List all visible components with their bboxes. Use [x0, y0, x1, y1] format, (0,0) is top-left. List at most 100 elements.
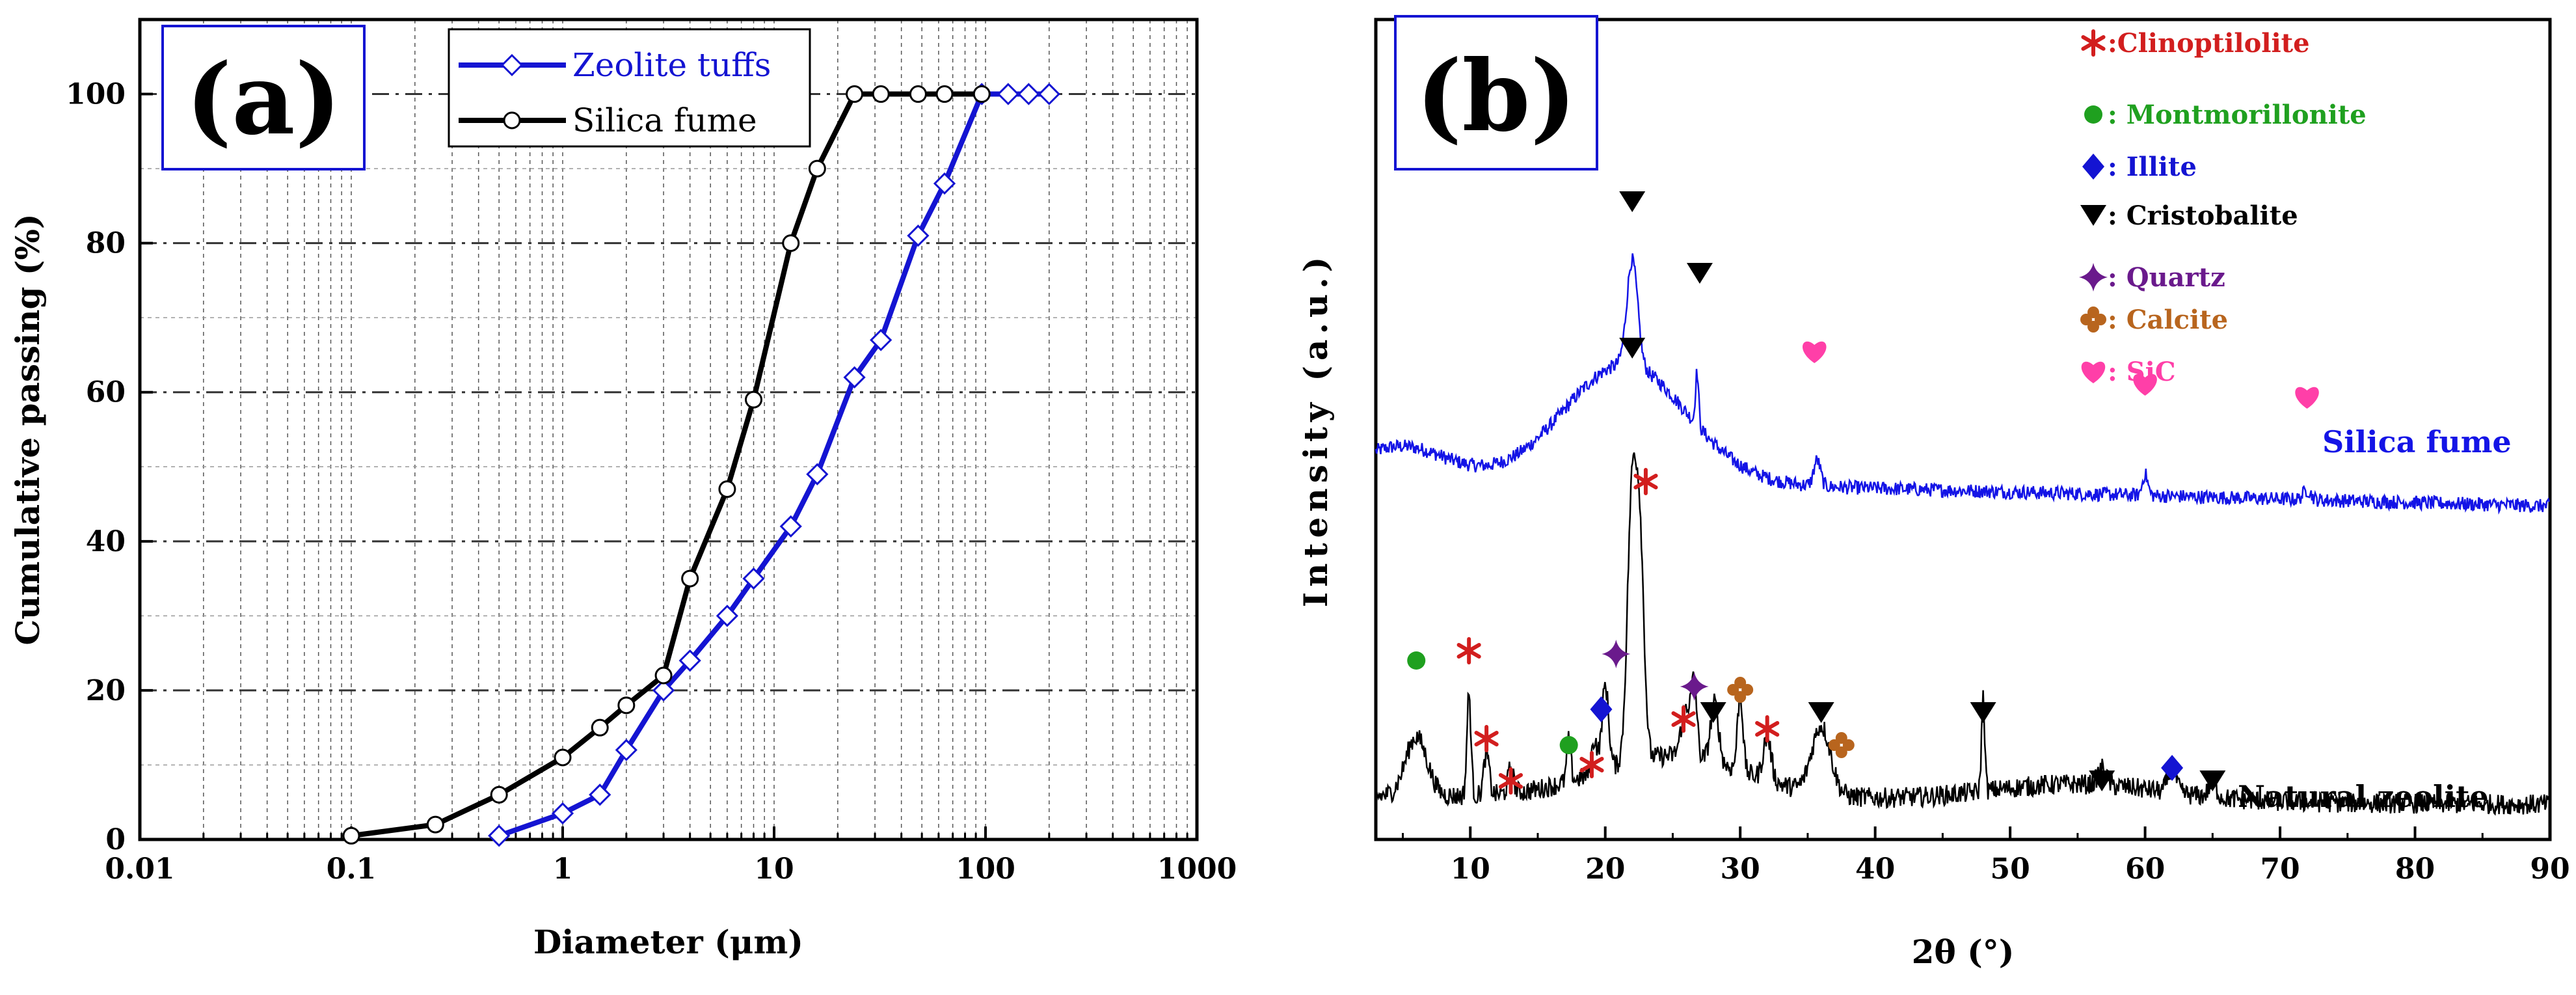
cristobalite-marker [1619, 338, 1646, 359]
marker-petal [2087, 321, 2099, 333]
data-point [718, 480, 736, 498]
clinoptilolite-marker [1579, 751, 1604, 778]
data-point [907, 225, 930, 247]
y-tick-label: 20 [86, 674, 126, 707]
clinoptilolite-marker [1671, 705, 1696, 733]
legend-row-montmorillonite: : Montmorillonite [2084, 100, 2367, 130]
illite-marker [1590, 696, 1613, 722]
calcite-marker [2080, 307, 2106, 333]
x-tick-label: 80 [2395, 852, 2435, 886]
illite-marker [2082, 154, 2104, 180]
data-point [551, 802, 574, 825]
panel-label-box [161, 25, 366, 170]
x-tick-label: 70 [2260, 852, 2300, 886]
calcite-marker [1727, 677, 1754, 703]
quartz-marker [1602, 640, 1631, 668]
y-tick-label: 100 [66, 78, 126, 111]
data-point [426, 815, 444, 834]
x-tick-label: 20 [1585, 852, 1625, 886]
cristobalite-marker [1686, 263, 1713, 284]
data-point [872, 85, 890, 103]
montmorillonite-marker [1559, 736, 1578, 754]
panel-label: (b) [1416, 39, 1577, 154]
panel-b: 10 20 30 40 50 60 70 80 90 2θ (°) Intensity (a.u.)… [1296, 15, 2570, 971]
data-point [843, 366, 866, 388]
x-tick-label: 10 [1451, 852, 1490, 886]
clinoptilolite-marker [1498, 767, 1523, 795]
legend-label: : Cristobalite [2108, 200, 2298, 231]
phase-markers [1619, 191, 2319, 409]
data-point [933, 172, 956, 195]
y-tick-label: 0 [105, 823, 126, 856]
x-tick-label: 0.01 [105, 852, 174, 886]
legend-marker [503, 111, 521, 129]
data-point [615, 739, 637, 761]
cristobalite-marker [1808, 702, 1834, 723]
legend-label: Silica fume [572, 102, 757, 139]
cristobalite-marker [2089, 770, 2115, 791]
clinoptilolite-marker [2081, 29, 2106, 57]
y-tick-label: 40 [86, 525, 126, 558]
data-point [779, 515, 802, 538]
marker-stroke [1498, 773, 1523, 789]
x-tick-label: 90 [2530, 852, 2569, 886]
legend-row-cristobalite: : Cristobalite [2080, 200, 2298, 231]
data-point [973, 85, 991, 103]
x-axis-title: 2θ (°) [1912, 933, 2015, 971]
series-line [351, 91, 982, 839]
legend-row-illite: : Illite [2082, 152, 2197, 182]
cristobalite-marker [2080, 205, 2106, 226]
data-point [808, 159, 826, 178]
quartz-marker [1680, 672, 1709, 701]
data-point [490, 785, 508, 804]
x-tick-label: 60 [2125, 852, 2165, 886]
quartz-marker [2079, 263, 2108, 292]
data-point [846, 85, 864, 103]
data-point [716, 605, 739, 627]
clinoptilolite-marker [1456, 637, 1481, 664]
data-point [500, 53, 524, 77]
cristobalite-marker [1619, 191, 1646, 212]
data-point [997, 83, 1019, 105]
y-tick-label: 60 [86, 376, 126, 409]
data-point [745, 390, 763, 409]
x-tick-label: 1 [553, 852, 573, 886]
sic-marker [2081, 361, 2106, 383]
sic-marker [2295, 387, 2319, 409]
x-axis-title: Diameter (μm) [533, 923, 803, 961]
data-point [935, 85, 954, 103]
legend-row-clinoptilolite: :Clinoptilolite [2081, 28, 2310, 59]
legend-row-quartz: : Quartz [2079, 262, 2225, 293]
sic-marker [1803, 341, 1827, 363]
sic-marker [2133, 374, 2157, 396]
marker-stroke [1671, 711, 1696, 727]
marker-stroke [1579, 757, 1604, 772]
phase-markers [1407, 338, 2226, 795]
clinoptilolite-marker [1633, 468, 1658, 495]
marker-stroke [2081, 35, 2106, 51]
marker-petal [1835, 732, 1847, 744]
marker-stroke [1456, 643, 1481, 659]
phase-legend: :Clinoptilolite : Montmorillonite : Illite… [2079, 28, 2367, 387]
legend-label: : Calcite [2108, 305, 2228, 335]
panel-label: (a) [185, 42, 341, 157]
plot-frame-b [1374, 18, 2552, 841]
data-point [617, 696, 636, 715]
data-point [742, 567, 765, 590]
cristobalite-marker [1970, 702, 1996, 723]
sample-label-silica-fume: Silica fume [2322, 424, 2512, 459]
data-point [342, 826, 360, 845]
y-axis-title: Cumulative passing (%) [8, 213, 47, 645]
data-point [554, 748, 572, 767]
montmorillonite-marker [1407, 651, 1426, 670]
marker-petal [2080, 314, 2092, 325]
cristobalite-marker [2199, 770, 2226, 791]
marker-petal [1734, 677, 1747, 688]
marker-petal [1741, 684, 1754, 696]
x-tick-label: 0.1 [327, 852, 377, 886]
sample-label-natural-zeolite: Natural zeolite [2238, 779, 2489, 814]
x-tick-label: 40 [1855, 852, 1895, 886]
data-point [589, 784, 611, 806]
plot-frame-a [138, 18, 1199, 841]
